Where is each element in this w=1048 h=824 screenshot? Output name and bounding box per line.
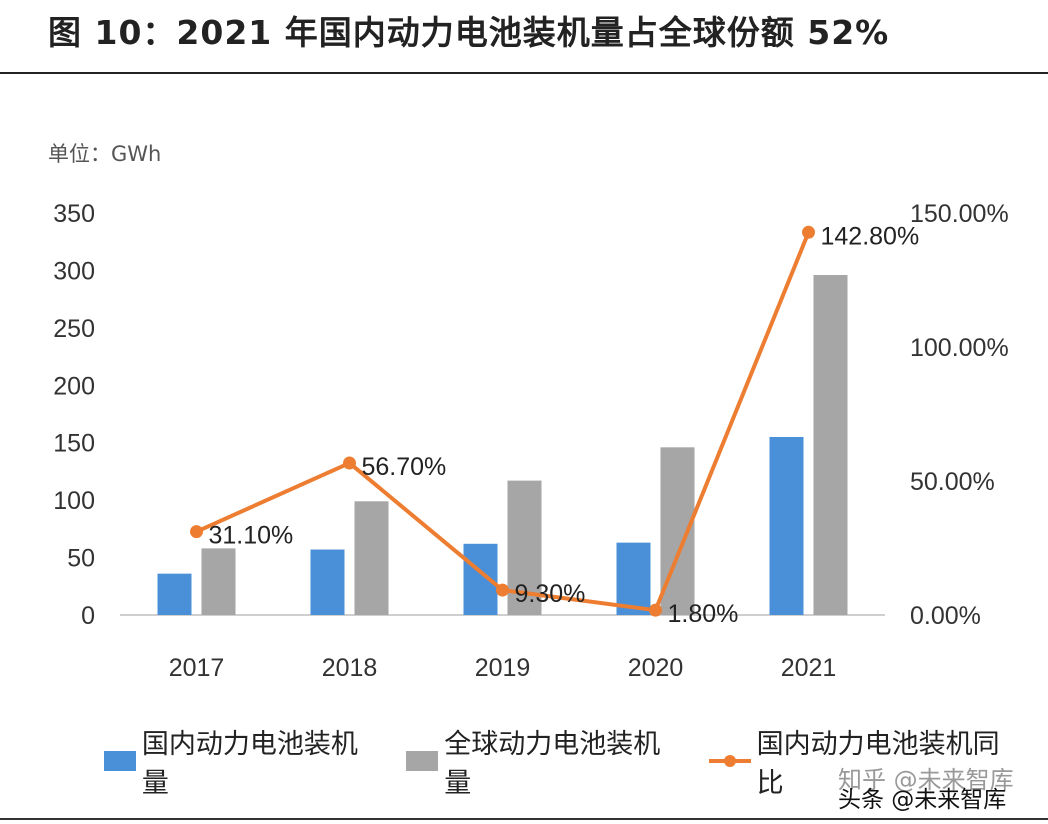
source-text: 头条 @未来智库 bbox=[838, 787, 1007, 813]
bar-domestic bbox=[310, 549, 345, 615]
y-left-tick-label: 300 bbox=[53, 257, 95, 285]
bar-global bbox=[354, 501, 389, 615]
y-right-tick-label: 100.00% bbox=[910, 334, 1009, 362]
legend-label-global: 全球动力电池装机量 bbox=[444, 729, 661, 799]
data-label-yoy: 56.70% bbox=[362, 453, 447, 481]
bar-domestic bbox=[616, 542, 651, 615]
line-point-yoy bbox=[190, 525, 203, 539]
y-left-tick-label: 200 bbox=[53, 372, 95, 400]
bar-global bbox=[813, 275, 848, 615]
watermark-text: 知乎 @未来智库 bbox=[838, 766, 1014, 794]
x-tick-label: 2018 bbox=[322, 654, 378, 682]
data-label-yoy: 9.30% bbox=[515, 580, 586, 608]
line-point-yoy bbox=[496, 583, 509, 597]
chart-canvas: 0 50 100 150 200 250 300 350 0.00% 50.00% 100.00% 1… bbox=[53, 200, 1009, 682]
legend-item-domestic: 国内动力电池装机量 bbox=[104, 722, 384, 800]
chart-title: 图 10：2021 年国内动力电池装机量占全球份额 52% bbox=[48, 13, 890, 52]
line-point-yoy bbox=[343, 456, 356, 470]
legend-swatch-global bbox=[406, 751, 439, 771]
legend: 国内动力电池装机量 全球动力电池装机量 国内动力电池装机同比 bbox=[104, 722, 1048, 800]
bar-domestic bbox=[157, 573, 192, 615]
line-point-yoy bbox=[802, 225, 815, 239]
bottom-divider bbox=[0, 818, 1048, 820]
y-left-tick-label: 100 bbox=[53, 487, 95, 515]
x-tick-label: 2020 bbox=[628, 654, 684, 682]
y-right-tick-label: 150.00% bbox=[910, 200, 1009, 228]
legend-label-yoy: 国内动力电池装机同比 bbox=[756, 729, 1000, 799]
legend-label-domestic: 国内动力电池装机量 bbox=[141, 729, 358, 799]
bar-domestic bbox=[769, 436, 804, 615]
data-label-yoy: 142.80% bbox=[821, 222, 920, 250]
y-left-tick-label: 150 bbox=[53, 430, 95, 458]
y-left-tick-label: 350 bbox=[53, 200, 95, 228]
y-left-tick-label: 0 bbox=[81, 602, 95, 630]
line-yoy bbox=[195, 231, 811, 613]
legend-swatch-domestic bbox=[104, 751, 136, 771]
y-left-tick-label: 50 bbox=[67, 545, 95, 573]
x-tick-label: 2021 bbox=[781, 654, 837, 682]
y-right-tick-label: 50.00% bbox=[910, 468, 995, 496]
x-tick-label: 2019 bbox=[475, 654, 531, 682]
legend-swatch-yoy bbox=[708, 751, 751, 771]
y-right-tick-label: 0.00% bbox=[910, 602, 981, 630]
line-point-yoy bbox=[649, 603, 662, 617]
bar-global bbox=[201, 548, 236, 615]
y-left-tick-label: 250 bbox=[53, 315, 95, 343]
x-tick-label: 2017 bbox=[169, 654, 225, 682]
data-label-yoy: 1.80% bbox=[668, 600, 739, 628]
data-label-yoy: 31.10% bbox=[209, 522, 294, 550]
title-divider bbox=[0, 72, 1048, 74]
legend-item-global: 全球动力电池装机量 bbox=[406, 722, 686, 800]
unit-label: 单位：GWh bbox=[48, 142, 162, 166]
legend-item-yoy: 国内动力电池装机同比 bbox=[708, 722, 1026, 800]
